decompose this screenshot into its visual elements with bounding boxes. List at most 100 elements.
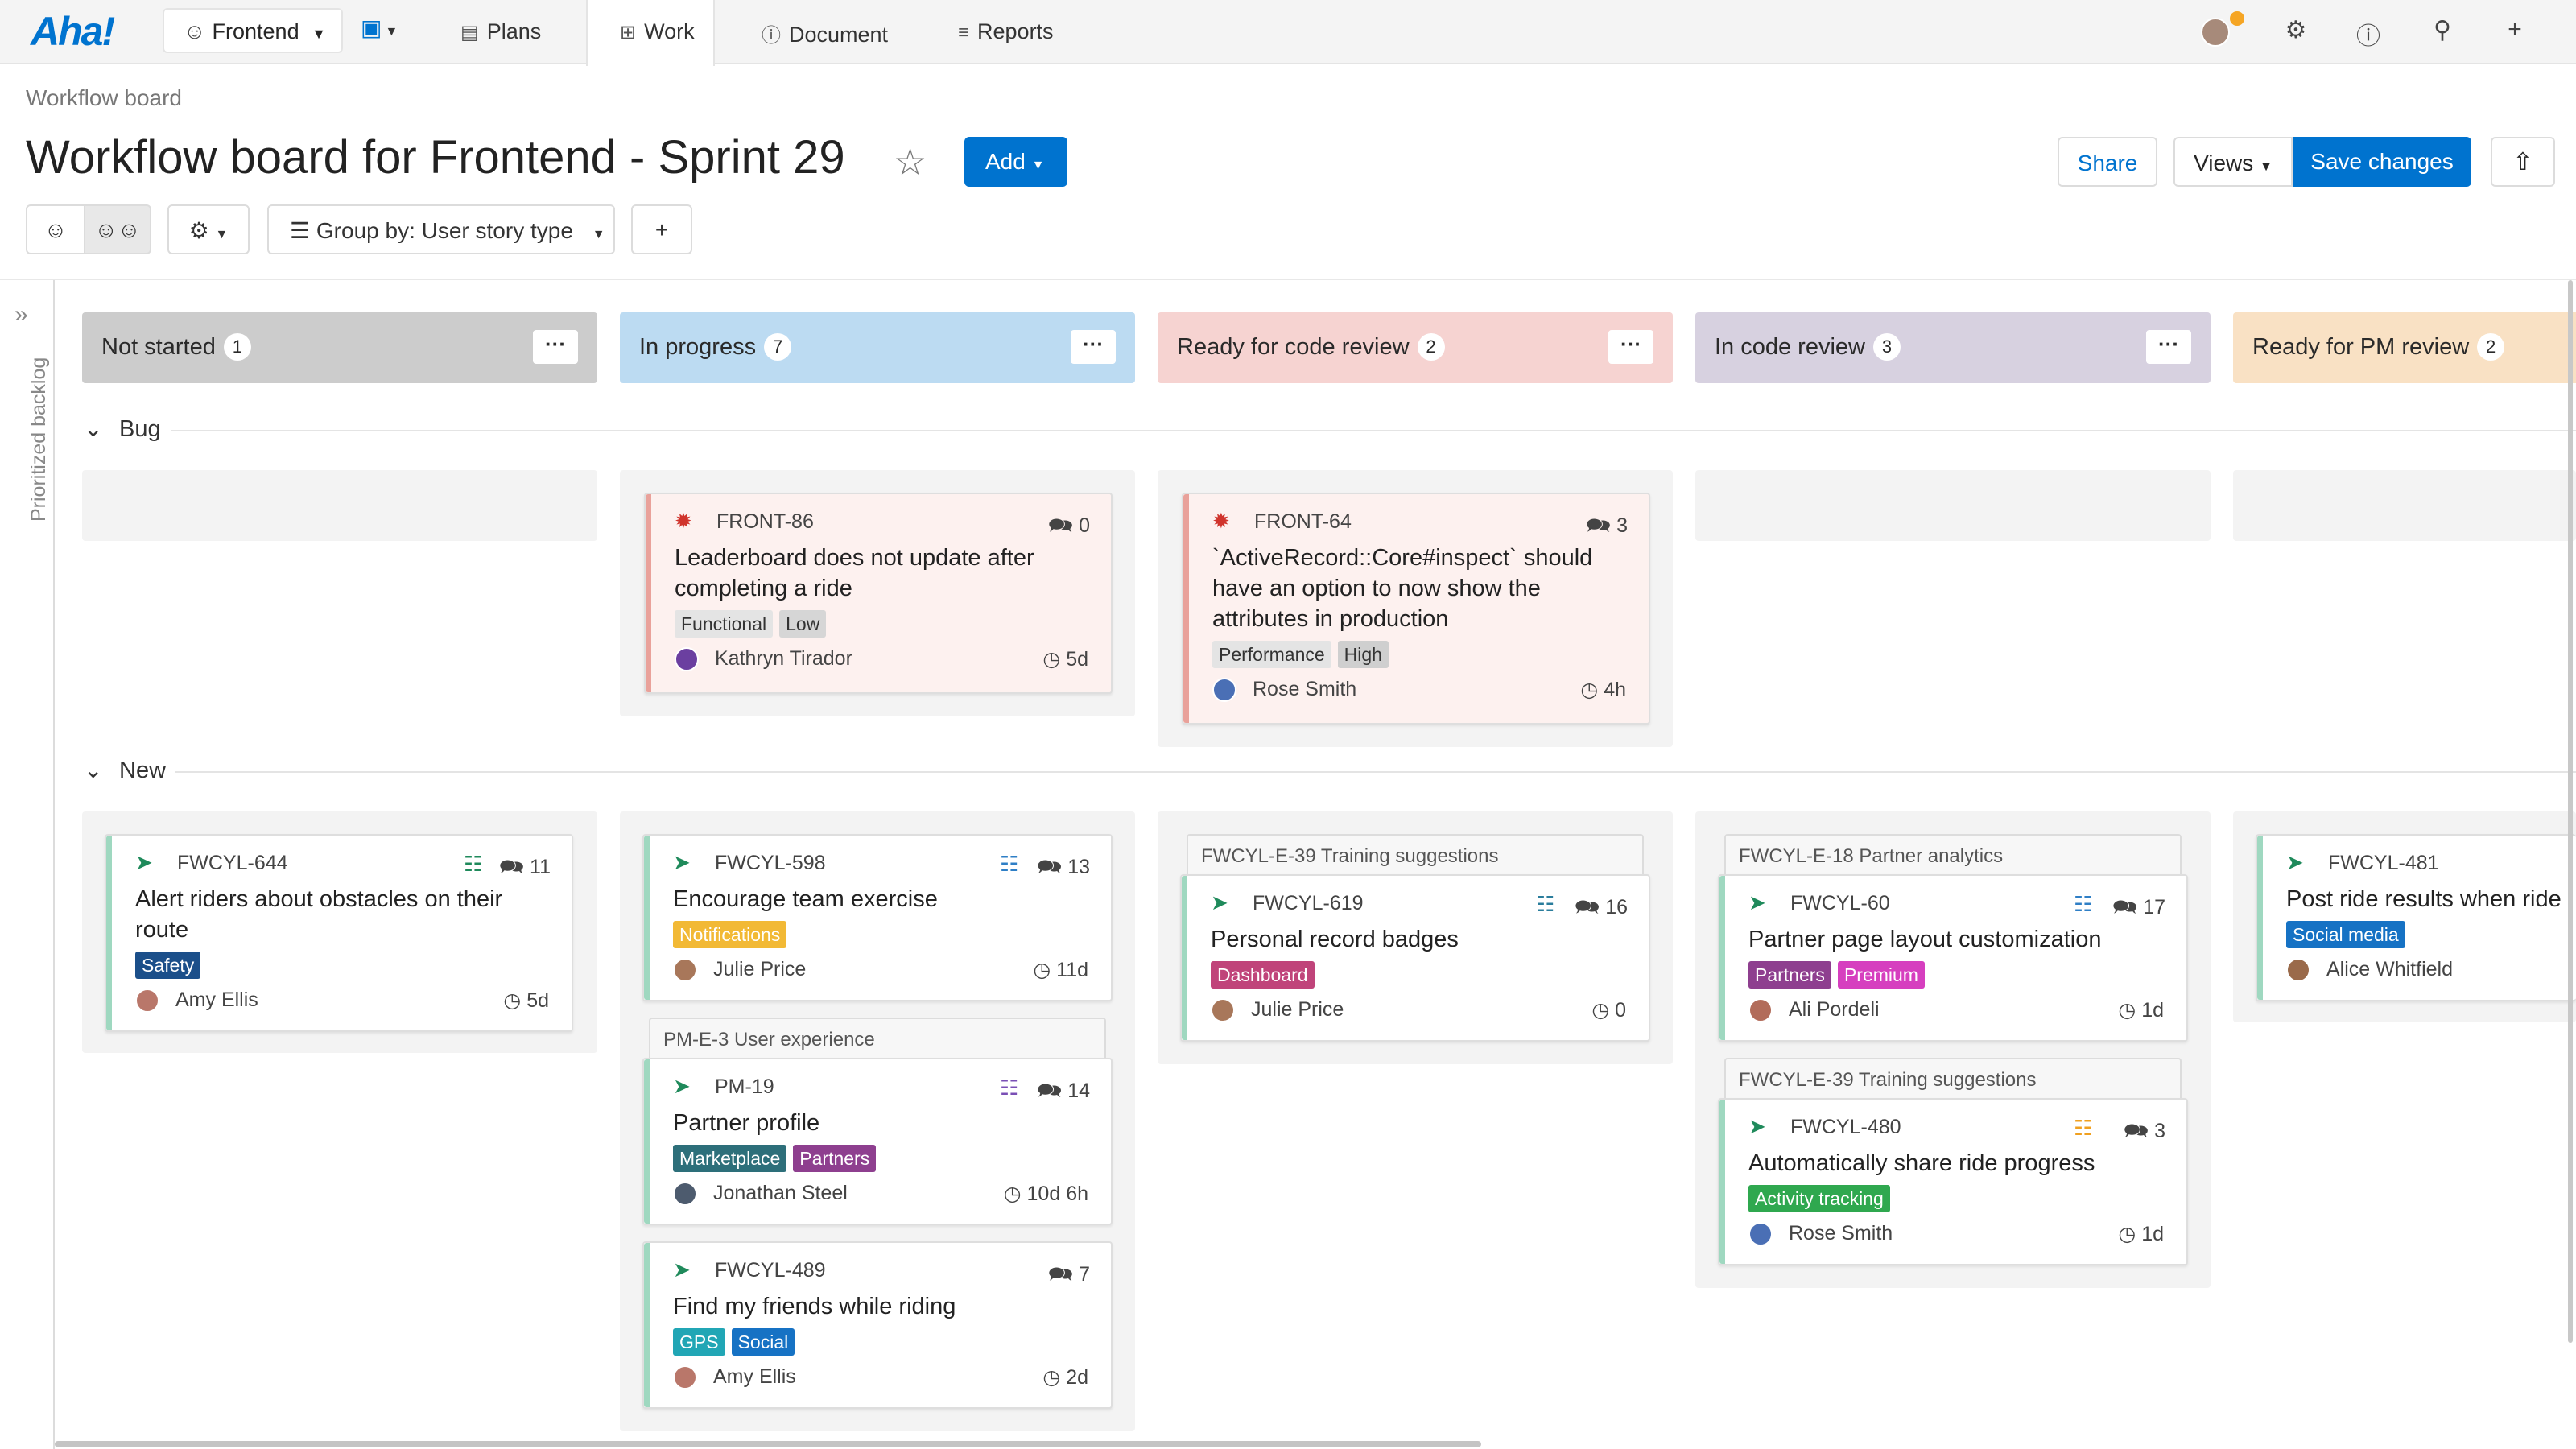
card[interactable]: ➤ PM-19 ☷ 🗪 14 Partner profile Marketpla…	[642, 1058, 1113, 1225]
tag[interactable]: Marketplace	[673, 1145, 787, 1172]
epic-header[interactable]: FWCYL-E-39 Training suggestions	[1187, 834, 1644, 876]
group-header-bug[interactable]: ⌄ Bug	[84, 415, 161, 443]
estimate[interactable]: ◷ 1d	[2118, 1222, 2164, 1246]
group-by-dropdown[interactable]: ☰ Group by: User story type ▼	[267, 204, 615, 254]
epic-header[interactable]: FWCYL-E-18 Partner analytics	[1724, 834, 2182, 876]
more-icon[interactable]: ···	[533, 330, 578, 364]
tag[interactable]: GPS	[673, 1328, 725, 1356]
add-button[interactable]: Add ▼	[964, 137, 1067, 187]
tab-document[interactable]: ⓘ Document	[762, 0, 923, 64]
gear-icon[interactable]: ⚙	[2285, 17, 2307, 43]
tag[interactable]: Activity tracking	[1748, 1185, 1890, 1212]
tag[interactable]: Dashboard	[1211, 961, 1315, 989]
hierarchy-icon[interactable]: ☷	[464, 852, 483, 876]
record-type-selector[interactable]: ▣ ▼	[361, 14, 398, 41]
expand-icon[interactable]: »	[14, 301, 28, 328]
tag[interactable]: Notifications	[673, 921, 787, 948]
epic-header[interactable]: PM-E-3 User experience	[649, 1018, 1106, 1059]
views-button[interactable]: Views ▼	[2174, 137, 2293, 187]
assignee[interactable]: Ali Pordeli	[1748, 998, 1880, 1022]
card-title[interactable]: Personal record badges	[1211, 927, 1459, 952]
card[interactable]: ➤ FWCYL-598 ☷ 🗪 13 Encourage team exerci…	[642, 834, 1113, 1001]
card-id[interactable]: FWCYL-60	[1790, 892, 1890, 914]
tag[interactable]: Low	[779, 610, 827, 638]
estimate[interactable]: ◷ 1d	[2118, 998, 2164, 1022]
estimate[interactable]: ◷ 2d	[1042, 1365, 1088, 1389]
settings-dropdown[interactable]: ⚙ ▼	[167, 204, 250, 254]
column-header[interactable]: Ready for code review 2 ···	[1158, 312, 1673, 383]
column-header[interactable]: Not started 1 ···	[82, 312, 597, 383]
hierarchy-icon[interactable]: ☷	[1536, 892, 1555, 916]
card-title[interactable]: Partner profile	[673, 1110, 820, 1136]
comment-count[interactable]: 🗪 3	[2124, 1116, 2165, 1150]
add-filter-button[interactable]: +	[631, 204, 692, 254]
comment-count[interactable]: 🗪 14	[1037, 1075, 1090, 1110]
card-id[interactable]: FWCYL-598	[715, 852, 826, 874]
comment-count[interactable]: 🗪 17	[2112, 892, 2165, 927]
estimate[interactable]: ◷ 0	[1591, 998, 1626, 1022]
help-icon[interactable]: ⓘ	[2356, 23, 2380, 50]
my-view-toggle[interactable]: ☺	[26, 204, 85, 254]
user-avatar[interactable]	[2201, 18, 2230, 47]
more-icon[interactable]: ···	[2146, 330, 2191, 364]
card-title[interactable]: Find my friends while riding	[673, 1294, 956, 1319]
breadcrumb[interactable]: Workflow board	[26, 85, 183, 110]
tag[interactable]: Performance	[1212, 641, 1331, 668]
tab-plans[interactable]: ▤ Plans	[460, 0, 581, 64]
sidebar-label[interactable]: Prioritized backlog	[27, 357, 50, 522]
column-header[interactable]: In code review 3 ···	[1695, 312, 2211, 383]
card-title[interactable]: Partner page layout customization	[1748, 927, 2102, 952]
comment-count[interactable]: 🗪 7	[1048, 1259, 1090, 1294]
star-icon[interactable]: ☆	[894, 141, 927, 183]
card-title[interactable]: Automatically share ride progress	[1748, 1150, 2095, 1176]
horizontal-scrollbar[interactable]	[55, 1441, 1481, 1447]
estimate[interactable]: ◷ 5d	[1042, 647, 1088, 671]
column-header[interactable]: In progress 7 ···	[620, 312, 1135, 383]
vertical-scrollbar[interactable]	[2568, 280, 2573, 1343]
comment-count[interactable]: 🗪 16	[1575, 892, 1628, 927]
card[interactable]: ➤ FWCYL-480 ☷ 🗪 3 Automatically share ri…	[1718, 1098, 2188, 1265]
assignee[interactable]: Julie Price	[1211, 998, 1344, 1022]
card-id[interactable]: FRONT-64	[1254, 510, 1352, 533]
column-header[interactable]: Ready for PM review 2	[2233, 312, 2576, 383]
card-id[interactable]: FWCYL-489	[715, 1259, 826, 1282]
group-header-new[interactable]: ⌄ New	[84, 757, 166, 784]
export-icon[interactable]: ⇧	[2491, 137, 2555, 187]
card-title[interactable]: Leaderboard does not update after comple…	[675, 545, 1034, 601]
aha-logo[interactable]: Aha!	[31, 9, 115, 54]
assignee[interactable]: Amy Ellis	[135, 989, 258, 1013]
workspace-selector[interactable]: ☺ Frontend ▼	[163, 8, 343, 53]
team-view-toggle[interactable]: ☺☺	[84, 204, 151, 254]
card[interactable]: ➤ FWCYL-481 Post ride results when ride …	[2256, 834, 2576, 1001]
card[interactable]: ➤ FWCYL-60 ☷ 🗪 17 Partner page layout cu…	[1718, 874, 2188, 1042]
estimate[interactable]: ◷ 11d	[1033, 958, 1088, 982]
assignee[interactable]: Julie Price	[673, 958, 806, 982]
assignee[interactable]: Kathryn Tirador	[675, 647, 852, 671]
comment-count[interactable]: 🗪 3	[1586, 510, 1628, 545]
assignee[interactable]: Amy Ellis	[673, 1365, 796, 1389]
card-id[interactable]: FWCYL-619	[1253, 892, 1364, 914]
card[interactable]: ➤ FWCYL-489 🗪 7 Find my friends while ri…	[642, 1241, 1113, 1409]
assignee[interactable]: Rose Smith	[1212, 678, 1356, 702]
card-id[interactable]: FRONT-86	[716, 510, 814, 533]
assignee[interactable]: Jonathan Steel	[673, 1182, 848, 1206]
card-title[interactable]: Encourage team exercise	[673, 886, 938, 912]
tag[interactable]: High	[1337, 641, 1389, 668]
estimate[interactable]: ◷ 10d 6h	[1004, 1182, 1088, 1206]
card-id[interactable]: FWCYL-480	[1790, 1116, 1901, 1138]
tab-work[interactable]: ⊞ Work	[586, 0, 715, 66]
tag[interactable]: Partners	[793, 1145, 877, 1172]
more-icon[interactable]: ···	[1071, 330, 1116, 364]
share-button[interactable]: Share	[2058, 137, 2157, 187]
comment-count[interactable]: 🗪 0	[1048, 510, 1090, 545]
assignee[interactable]: Alice Whitfield	[2286, 958, 2453, 982]
estimate[interactable]: ◷ 4h	[1580, 678, 1626, 702]
card-id[interactable]: PM-19	[715, 1075, 774, 1098]
tag[interactable]: Safety	[135, 952, 201, 979]
card-title[interactable]: Post ride results when ride	[2286, 886, 2562, 912]
tag[interactable]: Social	[731, 1328, 795, 1356]
card-title[interactable]: `ActiveRecord::Core#inspect` should have…	[1212, 545, 1593, 632]
hierarchy-icon[interactable]: ☷	[1000, 852, 1019, 876]
tag[interactable]: Partners	[1748, 961, 1831, 989]
card[interactable]: ✹ FRONT-64 🗪 3 `ActiveRecord::Core#inspe…	[1182, 493, 1650, 724]
